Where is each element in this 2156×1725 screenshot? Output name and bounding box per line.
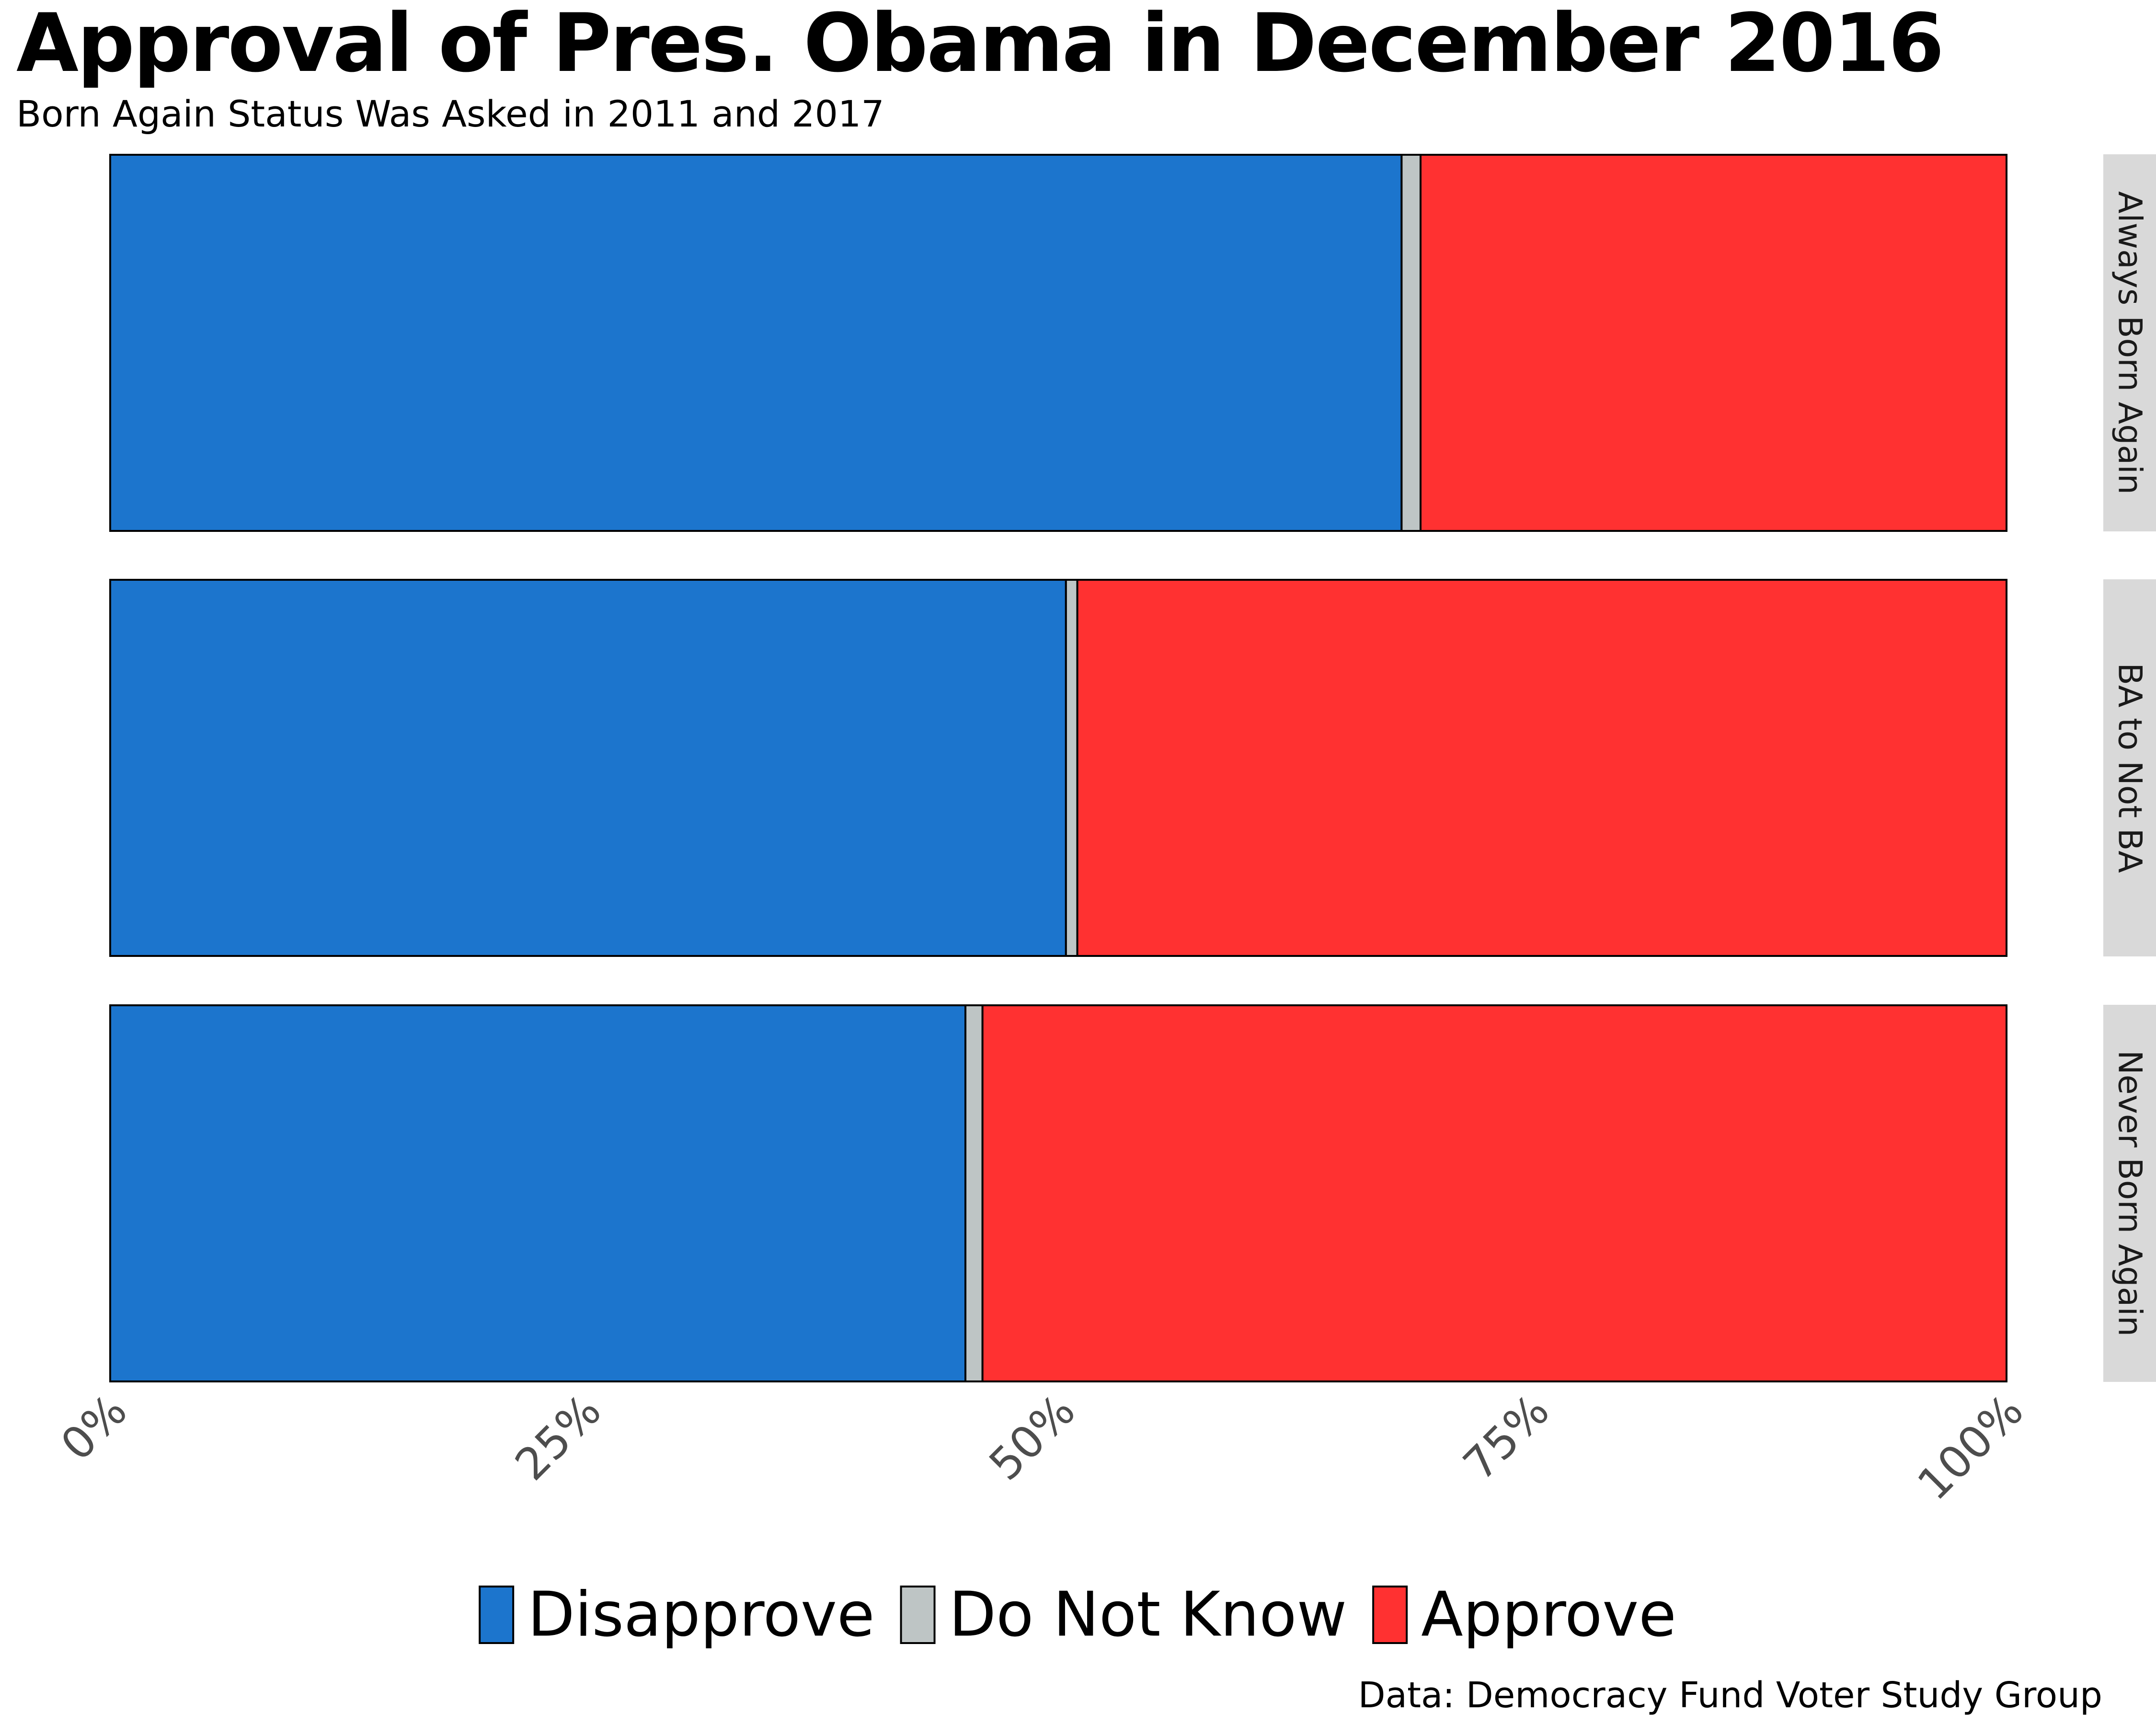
x-axis: 0% 25% 50% 75% 100%: [51, 1385, 2033, 1510]
x-tick-label-4: 100%: [1908, 1385, 2033, 1510]
bars: [110, 155, 2007, 1381]
legend-key-disapprove: [480, 1587, 513, 1643]
bar-never-born-again-approve: [983, 1005, 2007, 1381]
legend-key-do-not-know: [901, 1587, 935, 1643]
facet-label-always-born-again: Always Born Again: [2111, 191, 2149, 494]
facet-label-never-born-again: Never Born Again: [2111, 1050, 2149, 1336]
bar-ba-to-not-ba-approve: [1078, 580, 2007, 956]
bar-ba-to-not-ba-do-not-know: [1066, 580, 1078, 956]
bar-always-born-again-do-not-know: [1401, 155, 1421, 531]
facet-strips: Always Born Again BA to Not BA Never Born …: [2103, 154, 2156, 1382]
legend-label-disapprove: Disapprove: [528, 1579, 874, 1651]
legend-label-do-not-know: Do Not Know: [949, 1579, 1347, 1651]
x-tick-label-3: 75%: [1454, 1385, 1559, 1490]
legend: Disapprove Do Not Know Approve: [480, 1579, 1676, 1651]
bar-never-born-again-do-not-know: [965, 1005, 983, 1381]
x-tick-label-2: 50%: [979, 1385, 1085, 1490]
x-tick-label-1: 25%: [505, 1385, 611, 1490]
x-tick-label-0: 0%: [51, 1385, 137, 1471]
bar-ba-to-not-ba-disapprove: [110, 580, 1066, 956]
bar-always-born-again-disapprove: [110, 155, 1401, 531]
chart-caption: Data: Democracy Fund Voter Study Group: [1358, 1676, 2102, 1715]
facet-label-ba-to-not-ba: BA to Not BA: [2111, 663, 2149, 873]
legend-label-approve: Approve: [1421, 1579, 1676, 1651]
bar-never-born-again-disapprove: [110, 1005, 965, 1381]
legend-key-approve: [1373, 1587, 1407, 1643]
bar-always-born-again-approve: [1421, 155, 2007, 531]
